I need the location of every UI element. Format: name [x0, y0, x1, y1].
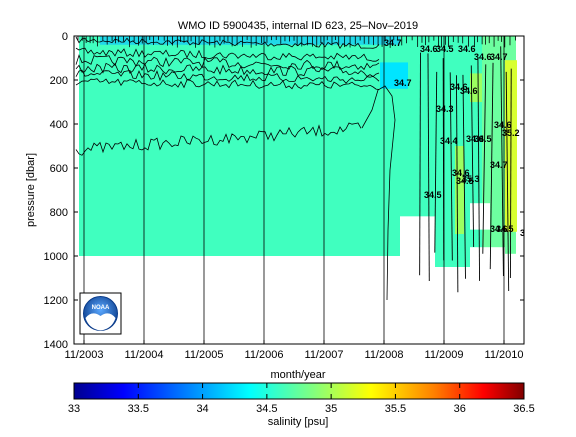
contour-label-layer: 34.734.734.634.5 34.634.634.734.634.634.6… — [384, 38, 538, 238]
y-axis-label: pressure [dbar] — [25, 153, 37, 227]
contour-line — [361, 85, 396, 301]
colorbar-tick-label: 36 — [454, 403, 466, 415]
contour-label: 34.6 — [452, 168, 470, 178]
colorbar-tick-label: 33.5 — [128, 403, 149, 415]
chart-title: WMO ID 5900435, internal ID 623, 25–Nov–… — [178, 20, 418, 32]
contour-line — [75, 54, 380, 71]
contour-label: 34.6 — [460, 86, 478, 96]
x-tick-label: 11/2007 — [305, 349, 344, 361]
y-tick-label: 1400 — [44, 339, 68, 351]
contour-label: 34.6 — [420, 44, 438, 54]
contour-line — [419, 52, 421, 276]
surface-fresh-layer — [100, 36, 400, 45]
salinity-mid-patch — [470, 73, 482, 102]
contour-label: 34.6 — [490, 224, 508, 234]
contour-label: 34.5 — [456, 176, 474, 186]
plot-area: 34.734.734.634.5 34.634.634.734.634.634.6… — [74, 36, 538, 344]
y-tick-label: 1000 — [44, 251, 68, 263]
colorbar-tick-label: 35.5 — [385, 403, 406, 415]
contour-label: 34.6 — [494, 120, 512, 130]
contour-label: 34.7 — [490, 52, 508, 62]
contour-line — [75, 69, 380, 84]
contour-line — [470, 65, 475, 247]
data-gap — [470, 247, 505, 274]
contour-line — [75, 62, 380, 78]
contour-line — [427, 53, 430, 282]
contour-line — [462, 74, 466, 279]
svg-text:NOAA: NOAA — [92, 305, 110, 311]
x-tick-label: 11/2004 — [125, 349, 164, 361]
colorbar-ticks: 33 33.5 34 34.5 35 35.5 36 36.5 — [68, 383, 535, 415]
x-tick-label: 11/2003 — [65, 349, 104, 361]
contour-line — [500, 46, 504, 277]
x-tick-label: 11/2010 — [485, 349, 524, 361]
contour-line — [505, 71, 510, 292]
contour-line — [477, 59, 480, 281]
contour-label: 34.6 — [466, 134, 484, 144]
contour-line — [75, 78, 380, 90]
x-tick-label: 11/2005 — [185, 349, 224, 361]
grid-lines — [83, 36, 505, 344]
colorbar-tick-label: 34 — [196, 403, 208, 415]
colorbar — [73, 382, 525, 400]
x-axis: 11/2003 11/2004 11/2005 11/2006 11/2007 11/20… — [65, 340, 524, 361]
x-tick-label: 11/2008 — [365, 349, 404, 361]
contour-label: 34.3 — [436, 104, 454, 114]
contour-label: 34.6 — [450, 82, 468, 92]
contour-label: 34.7 — [384, 38, 402, 48]
y-tick-label: 1200 — [44, 295, 68, 307]
y-tick-label: 200 — [50, 75, 68, 87]
y-tick-label: 0 — [62, 31, 68, 43]
noaa-logo-bird — [85, 313, 116, 331]
y-tick-label: 400 — [50, 119, 68, 131]
x-tick-label: 11/2009 — [425, 349, 464, 361]
data-gap — [400, 216, 435, 270]
x-axis-label: month/year — [270, 369, 325, 381]
data-gap — [470, 203, 490, 230]
contour-label: 35.3 — [462, 174, 480, 184]
salinity-mid-patch-2 — [455, 146, 464, 234]
salinity-fill-main — [79, 36, 400, 256]
contour-line-34-6 — [75, 122, 362, 156]
y-tick-label: 600 — [50, 163, 68, 175]
colorbar-tick-label: 35 — [325, 403, 337, 415]
contour-line — [75, 36, 380, 49]
contour-label: 34.6 — [474, 52, 492, 62]
colorbar-label: salinity [psu] — [268, 416, 329, 428]
contour-label: 34.5 — [424, 190, 442, 200]
contour-label: 34.5 — [436, 44, 454, 54]
colorbar-tick-label: 36.5 — [513, 403, 534, 415]
contour-label: 35.2 — [502, 128, 520, 138]
contour-line — [509, 68, 512, 278]
contour-label: 34.3 — [520, 228, 538, 238]
contour-label: 34.7 — [394, 78, 412, 88]
contour-line — [455, 75, 459, 293]
contour-label: 34.5 — [496, 224, 514, 234]
contour-label: 34.7 — [490, 160, 508, 170]
contour-label: 34.4 — [440, 136, 458, 146]
contour-line — [489, 62, 494, 270]
contour-label: 34.5 — [474, 134, 492, 144]
plot-frame — [73, 35, 525, 345]
fresh-eddy — [380, 62, 408, 89]
y-tick-label: 800 — [50, 207, 68, 219]
contour-layer — [75, 36, 516, 301]
contour-label: 34.6 — [458, 44, 476, 54]
contour-line — [482, 64, 487, 254]
contour-line — [434, 71, 438, 253]
x-tick-label: 11/2006 — [245, 349, 284, 361]
colorbar-tick-label: 33 — [68, 403, 80, 415]
contour-line — [449, 72, 453, 261]
noaa-logo: NOAA — [79, 292, 122, 335]
colorbar-tick-label: 34.5 — [256, 403, 277, 415]
salinity-fill-layer — [79, 36, 517, 274]
contour-line — [75, 47, 380, 62]
y-axis: 0 200 400 600 800 1000 1200 1400 — [44, 31, 524, 351]
